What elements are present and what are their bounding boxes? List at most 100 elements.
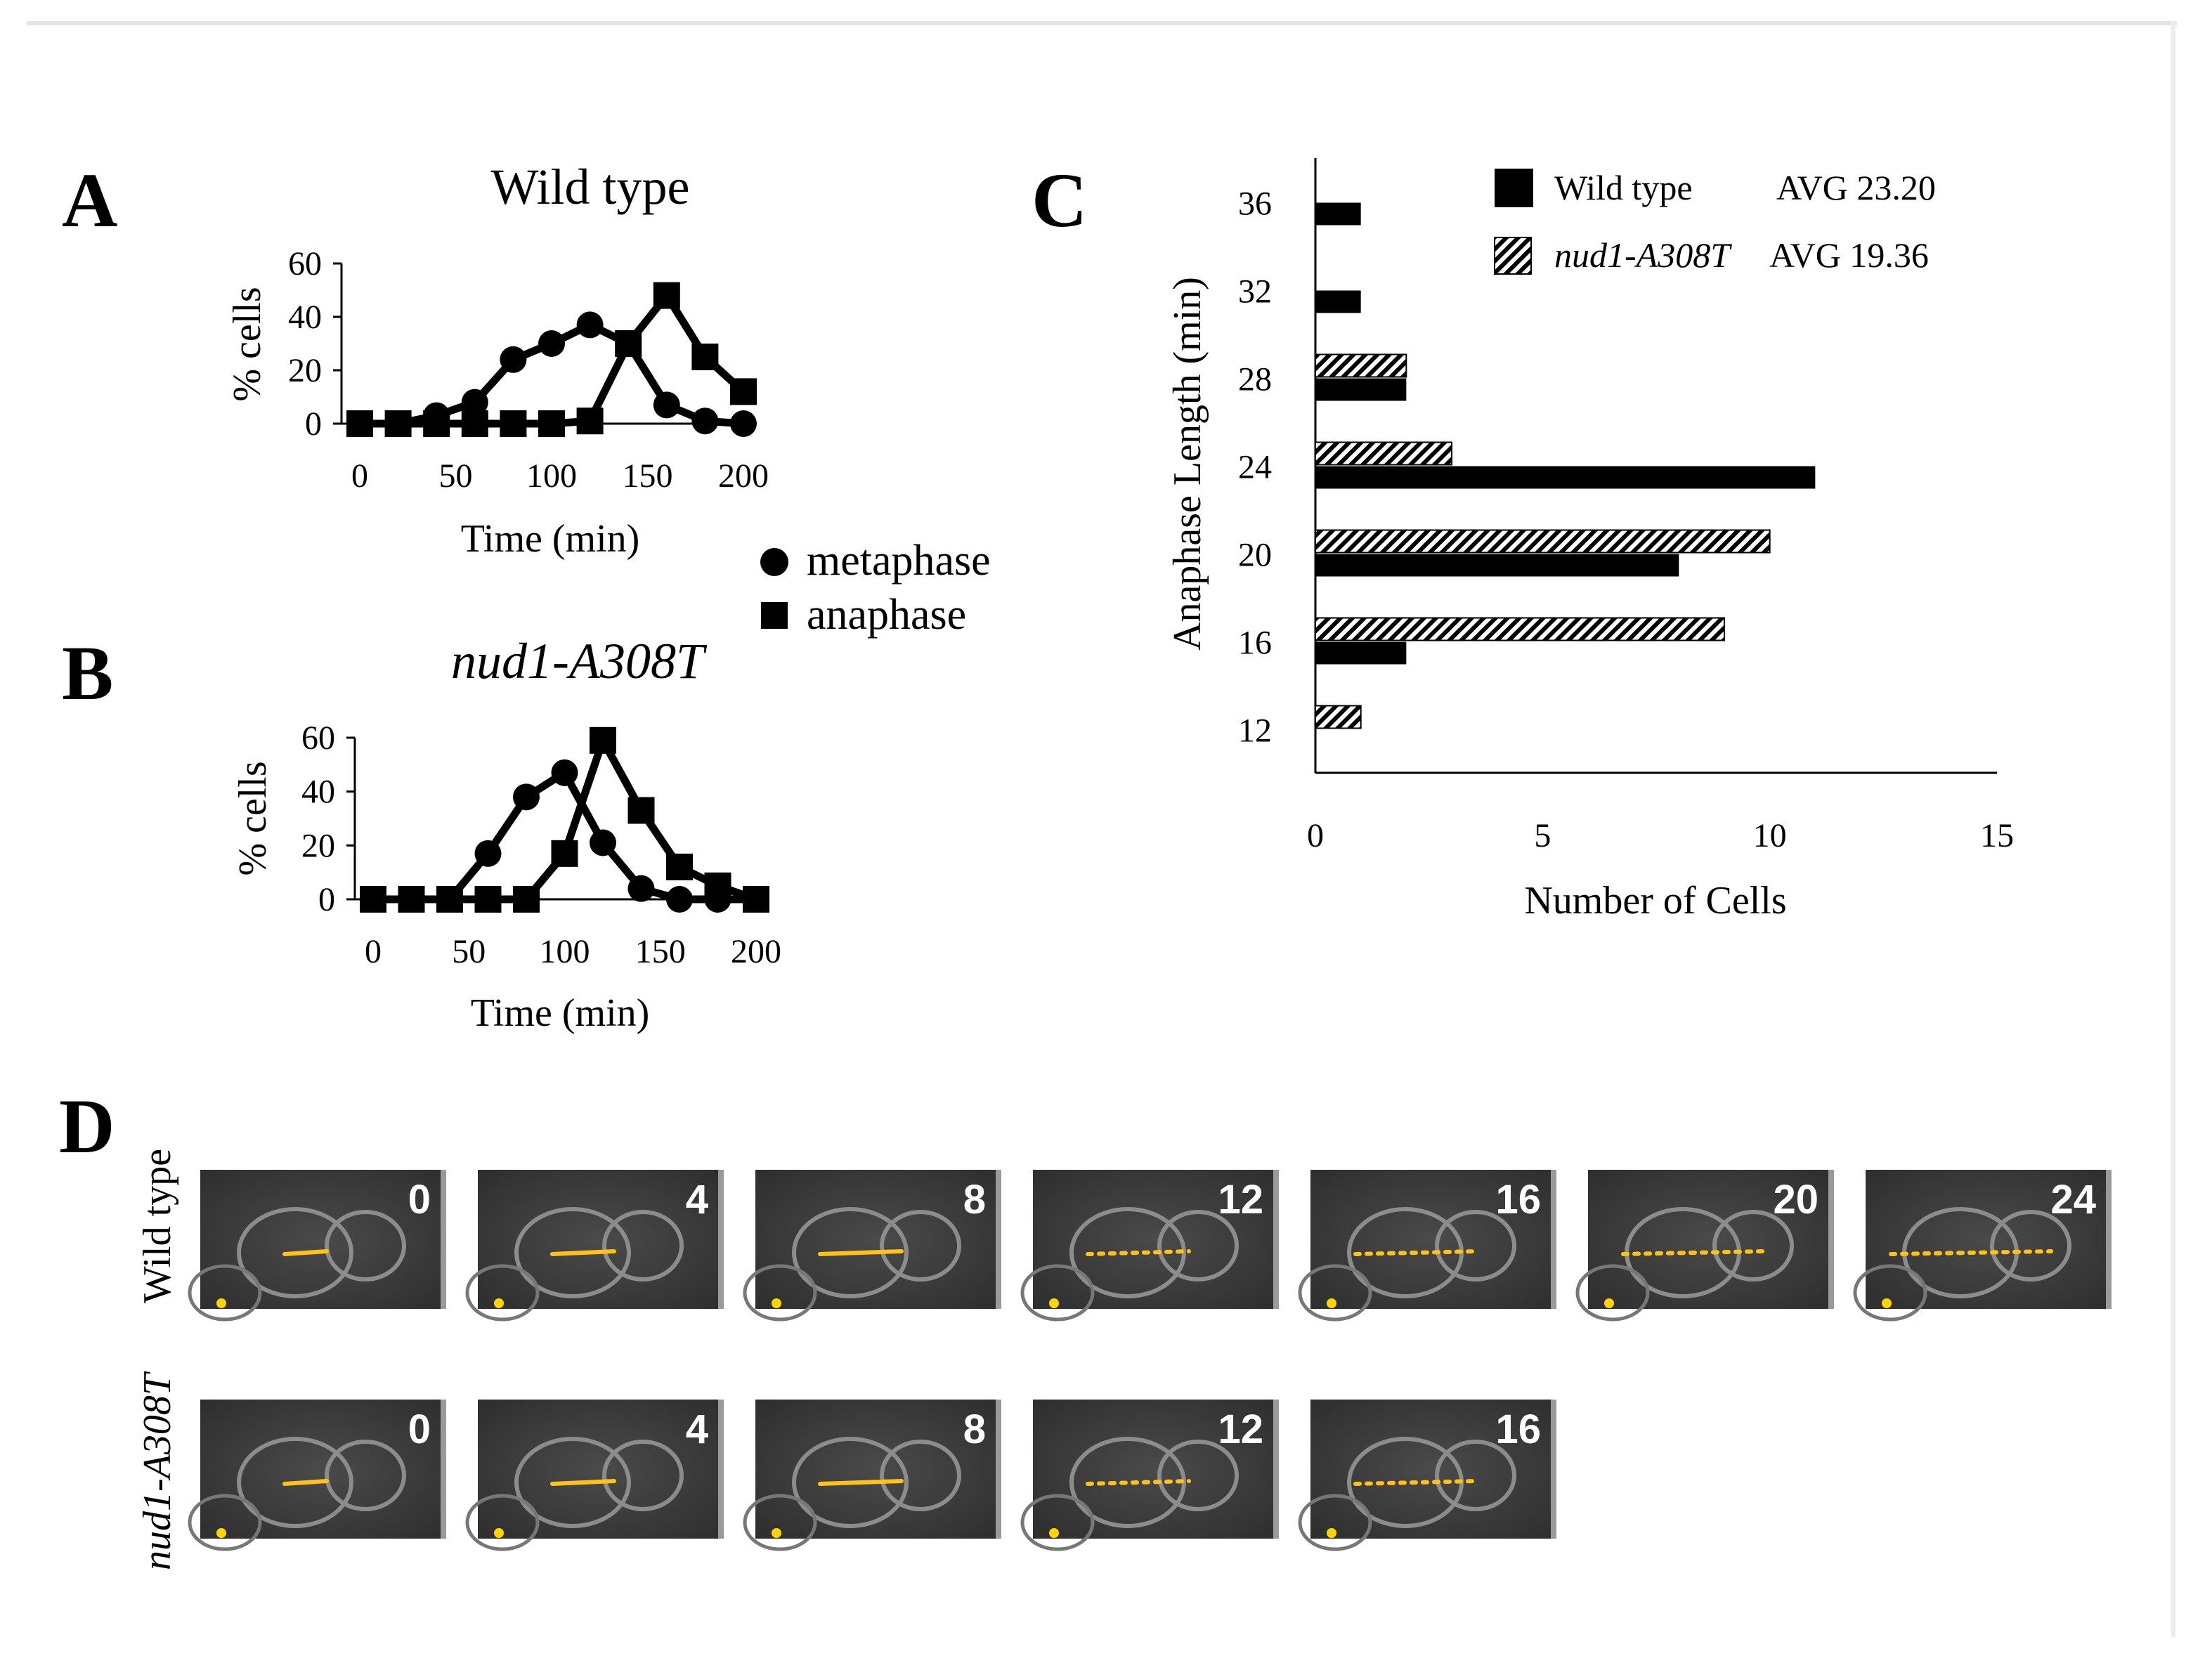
chart-c-xtick-label: 5 <box>1534 817 1551 854</box>
mutant-frame-edge <box>1551 1400 1556 1539</box>
chart-b-ytick-label: 60 <box>301 719 335 757</box>
wild-type-frame: 4 <box>465 1170 724 1322</box>
chart-b-ylabel: % cells <box>231 761 275 875</box>
chart-c-mutant-bar <box>1315 617 1725 641</box>
chart-c-ytick-label: 36 <box>1238 185 1272 223</box>
chart-a-xtick-label: 150 <box>623 457 673 495</box>
chart-a-xtick-label: 50 <box>439 457 473 495</box>
chart-c-mutant-bar <box>1315 353 1407 378</box>
chart-b-xtick-label: 50 <box>452 933 486 970</box>
wild-type-time-label: 12 <box>1218 1177 1263 1222</box>
wild-type-spot-signal <box>1327 1298 1336 1308</box>
chart-a-metaphase-point <box>461 389 488 416</box>
mutant-timelapse: 0 4 8 12 16 <box>188 1400 1556 1551</box>
wild-type-spot-signal <box>772 1298 781 1308</box>
chart-b-ytick-label: 20 <box>301 827 335 864</box>
chart-b-title: nud1-A308T <box>451 633 708 689</box>
chart-c-legend: Wild type AVG 23.20 nud1-A308T AVG 19.36 <box>1494 168 1936 275</box>
wild-type-neighbor-cell <box>465 1264 540 1322</box>
chart-b-xtick-label: 150 <box>635 933 686 970</box>
wild-type-bud-cell <box>602 1210 684 1282</box>
legend-mutant-swatch <box>1494 237 1532 275</box>
chart-c-mutant-bar <box>1315 441 1452 466</box>
chart-b-anaphase-point <box>436 886 463 913</box>
chart-c-ytick-label: 24 <box>1238 449 1272 486</box>
wild-type-frame-edge <box>1273 1170 1279 1309</box>
wild-type-mother-cell <box>514 1207 631 1298</box>
panel-label-c: C <box>1032 157 1087 243</box>
chart-b-metaphase-point <box>590 829 616 856</box>
wild-type-bud-cell <box>1435 1210 1516 1282</box>
wild-type-frame-edge <box>1828 1170 1834 1309</box>
wild-type-frame: 8 <box>743 1170 1001 1322</box>
chart-b-ytick-label: 40 <box>301 774 335 811</box>
mutant-mother-cell <box>792 1437 909 1528</box>
chart-b-metaphase-point <box>474 840 502 867</box>
wild-type-spot-signal <box>494 1298 504 1308</box>
chart-c-wild-type-bar <box>1315 554 1679 577</box>
wild-type-neighbor-cell <box>1853 1264 1927 1322</box>
chart-c-ylabel: Anaphase Length (min) <box>1166 277 1209 651</box>
chart-a-anaphase-point <box>461 410 488 437</box>
chart-b-xtick-label: 200 <box>731 933 781 970</box>
mutant-frame-edge <box>718 1400 724 1539</box>
chart-c: Anaphase Length (min) Number of Cells 12… <box>1166 158 2014 922</box>
chart-b-metaphase-point <box>513 783 540 811</box>
chart-b-metaphase-point <box>551 759 578 786</box>
chart-c-wild-type-bar <box>1315 466 1816 489</box>
panel-label-b: B <box>62 630 113 716</box>
chart-b-anaphase-point <box>398 886 425 913</box>
legend-wild-type-label: Wild type <box>1554 168 1693 207</box>
chart-a-anaphase-point <box>653 282 680 309</box>
legend-mutant-avg: AVG 19.36 <box>1769 235 1929 275</box>
chart-c-xtick-label: 15 <box>1980 817 2014 854</box>
row-label-wild-type: Wild type <box>136 1149 179 1303</box>
wild-type-bud-cell <box>1712 1210 1794 1282</box>
chart-a-metaphase-point <box>500 346 527 373</box>
wild-type-frame: 24 <box>1853 1170 2112 1322</box>
chart-b-anaphase-point <box>590 726 616 754</box>
mutant-spindle-signal <box>818 1479 904 1486</box>
mutant-time-label: 16 <box>1495 1407 1541 1452</box>
chart-b-anaphase-point <box>551 840 578 867</box>
chart-a-anaphase-point <box>730 378 757 405</box>
mutant-time-label: 12 <box>1218 1407 1263 1452</box>
chart-b-xtick-label: 100 <box>540 933 590 970</box>
chart-a-anaphase-point <box>346 410 373 437</box>
chart-c-ytick-label: 12 <box>1238 712 1272 750</box>
mutant-neighbor-cell <box>188 1494 262 1551</box>
wild-type-time-label: 4 <box>686 1177 708 1222</box>
mutant-neighbor-cell <box>743 1494 817 1551</box>
chart-c-mutant-bar <box>1315 705 1362 729</box>
chart-a-metaphase-point <box>538 330 565 357</box>
mutant-spot-signal <box>1327 1528 1336 1538</box>
wild-type-time-label: 20 <box>1773 1177 1819 1222</box>
chart-b-anaphase-point <box>666 854 693 880</box>
wild-type-spindle-signal <box>818 1249 904 1256</box>
chart-a-title: Wild type <box>490 159 689 215</box>
wild-type-bud-cell <box>1990 1210 2071 1282</box>
legend-mutant-label: nud1-A308T <box>1554 235 1732 275</box>
wild-type-frame: 16 <box>1298 1170 1556 1322</box>
chart-c-ytick-label: 32 <box>1238 273 1272 311</box>
mutant-frame: 12 <box>1020 1400 1279 1551</box>
wild-type-spot-signal <box>216 1298 226 1308</box>
mutant-spindle-signal <box>282 1479 329 1486</box>
wild-type-spindle-signal <box>1353 1249 1478 1256</box>
mutant-time-label: 4 <box>686 1407 708 1452</box>
wild-type-spot-signal <box>1049 1298 1059 1308</box>
wild-type-neighbor-cell <box>743 1264 817 1322</box>
chart-a-xtick-label: 100 <box>526 457 577 495</box>
mutant-bud-cell <box>1435 1440 1516 1511</box>
chart-b-metaphase-point <box>627 875 655 902</box>
legend-anaphase-marker <box>761 602 788 629</box>
mutant-bud-cell <box>1157 1440 1239 1511</box>
mutant-spot-signal <box>772 1528 781 1538</box>
chart-a-xlabel: Time (min) <box>461 517 640 561</box>
chart-a-anaphase-point <box>615 330 642 357</box>
mutant-mother-cell <box>237 1437 353 1528</box>
chart-c-xtick-label: 10 <box>1753 817 1787 854</box>
wild-type-time-label: 24 <box>2050 1177 2096 1222</box>
mutant-bud-cell <box>325 1440 406 1511</box>
wild-type-frame-edge <box>441 1170 446 1309</box>
